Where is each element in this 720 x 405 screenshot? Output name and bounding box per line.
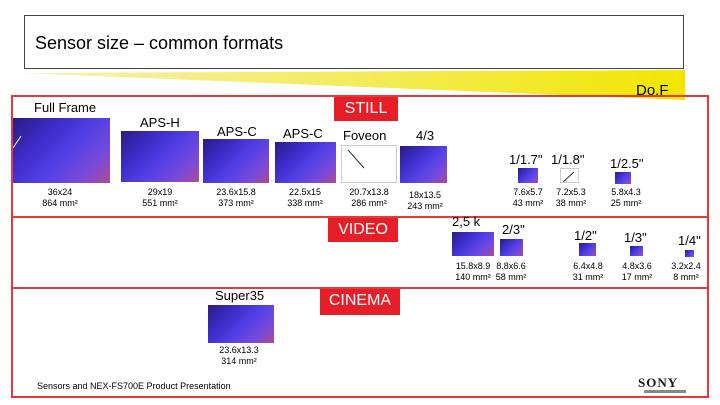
- title-box: Sensor size – common formats: [24, 15, 684, 69]
- format-dims: 15.8x8.9 140 mm²: [455, 261, 491, 282]
- format-dims: 29x19 551 mm²: [142, 187, 178, 208]
- dof-label: Do.F: [636, 82, 669, 99]
- format-dims: 8.8x6.6 58 mm²: [495, 261, 527, 282]
- format-dims: 18x13.5 243 mm²: [407, 190, 443, 211]
- sensor-four-thirds: [400, 146, 447, 183]
- format-name: 2,5 k: [452, 214, 481, 229]
- format-dims: 7.6x5.7 43 mm²: [512, 187, 544, 208]
- sensor-2-5k: [452, 232, 494, 256]
- sensor-foveon: [341, 145, 397, 183]
- sensor-aps-c-canon: [203, 139, 269, 183]
- dof-wedge: [20, 70, 685, 100]
- cinema-divider: [11, 287, 709, 289]
- format-name: Full Frame: [34, 100, 97, 115]
- sensor-1-2-5: [615, 172, 631, 184]
- sensor-full-frame: [13, 118, 110, 183]
- still-tag: STILL: [334, 97, 398, 121]
- footer-text: Sensors and NEX-FS700E Product Presentat…: [37, 381, 231, 391]
- sony-logo: SONY: [638, 375, 679, 390]
- sensor-1-3: [630, 246, 643, 256]
- video-tag: VIDEO: [328, 218, 398, 242]
- format-dims: 20.7x13.8 286 mm²: [349, 187, 389, 208]
- format-dims: 5.8x4.3 25 mm²: [610, 187, 642, 208]
- sensor-1-1-7: [518, 168, 538, 183]
- video-divider: [11, 216, 709, 218]
- format-dims: 6.4x4.8 31 mm²: [572, 261, 604, 282]
- format-name: 1/1.7": [509, 152, 543, 167]
- sensor-2-3: [500, 239, 523, 256]
- formats-frame: [11, 95, 709, 398]
- format-name: APS-C: [283, 126, 323, 141]
- format-dims: 3.2x2.4 8 mm²: [671, 261, 701, 282]
- format-name: 4/3: [416, 128, 435, 143]
- format-dims: 23.6x13.3 314 mm²: [219, 345, 259, 366]
- sensor-aps-c: [275, 142, 336, 183]
- format-name: Super35: [215, 288, 265, 303]
- format-name: 1/2.5": [610, 156, 644, 171]
- format-name: 1/3": [624, 230, 647, 245]
- format-name: 1/4": [678, 233, 701, 248]
- format-name: 1/2": [574, 228, 597, 243]
- format-dims: 7.2x5.3 38 mm²: [555, 187, 587, 208]
- sensor-super35: [208, 305, 274, 343]
- format-dims: 36x24 864 mm²: [42, 187, 78, 208]
- logo-underline: [644, 390, 686, 393]
- sensor-aps-h: [121, 131, 199, 182]
- format-name: Foveon: [343, 128, 387, 143]
- sensor-1-4: [685, 250, 694, 257]
- format-name: APS-C: [217, 124, 257, 139]
- cinema-tag: CINEMA: [320, 289, 400, 315]
- format-dims: 22.5x15 338 mm²: [287, 187, 323, 208]
- sensor-1-1-8: [560, 168, 579, 183]
- format-name: 2/3": [502, 222, 525, 237]
- sensor-1-2: [579, 243, 596, 256]
- format-dims: 4.8x3.6 17 mm²: [621, 261, 653, 282]
- format-name: 1/1.8": [551, 152, 585, 167]
- format-name: APS-H: [140, 115, 180, 130]
- page-title: Sensor size – common formats: [35, 33, 284, 53]
- format-dims: 23.6x15.8 373 mm²: [216, 187, 256, 208]
